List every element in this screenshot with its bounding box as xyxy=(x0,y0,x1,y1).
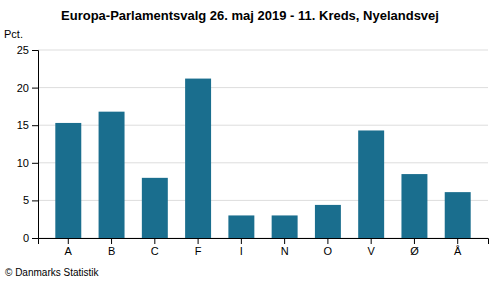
y-tick-label: 15 xyxy=(17,119,29,131)
y-tick: 0 xyxy=(23,232,38,244)
footer: © Danmarks Statistik xyxy=(5,267,100,278)
x-axis: ABCFINOVØÅ xyxy=(39,238,489,257)
x-tick-mark xyxy=(68,238,69,244)
bars xyxy=(55,79,470,238)
y-tick-mark xyxy=(32,238,38,239)
title: Europa-Parlamentsvalg 26. maj 2019 - 11.… xyxy=(61,8,439,23)
y-tick-mark xyxy=(32,200,38,201)
x-tick-mark xyxy=(414,238,415,244)
bar xyxy=(315,205,341,238)
bar xyxy=(55,123,81,238)
x-tick: A xyxy=(65,238,73,257)
x-tick-mark xyxy=(371,238,372,244)
x-tick: C xyxy=(151,238,159,257)
y-tick-label: 0 xyxy=(23,232,29,244)
x-tick-label: C xyxy=(151,245,159,257)
bar xyxy=(228,215,254,238)
bar xyxy=(358,130,384,238)
y-tick-label: 25 xyxy=(17,44,29,56)
y-tick-mark xyxy=(32,88,38,89)
y-tick-label: 5 xyxy=(23,194,29,206)
x-tick: F xyxy=(195,238,202,257)
x-tick: B xyxy=(108,238,115,257)
y-axis-line xyxy=(32,51,39,239)
y-axis: 0 5 10 15 20 25 xyxy=(17,44,39,244)
y-tick: 15 xyxy=(17,119,38,131)
bar xyxy=(272,215,298,238)
y-tick-mark xyxy=(32,163,38,164)
x-tick-label: F xyxy=(195,245,202,257)
x-tick: N xyxy=(281,238,289,257)
x-tick-mark xyxy=(284,238,285,244)
x-tick-mark xyxy=(457,238,458,244)
x-tick-label: B xyxy=(108,245,115,257)
grid-line xyxy=(38,87,488,88)
plot: 0 5 10 15 20 25 A B C F I N O V Ø Å Pct. xyxy=(4,28,489,257)
x-tick-mark xyxy=(154,238,155,244)
y-tick-label: 20 xyxy=(17,82,29,94)
grid xyxy=(38,50,488,238)
y-tick-mark xyxy=(32,50,38,51)
x-tick-label: Ø xyxy=(410,245,419,257)
x-tick: Ø xyxy=(410,238,419,257)
x-tick-mark xyxy=(198,238,199,244)
x-tick: V xyxy=(368,238,376,257)
x-tick: Å xyxy=(454,238,462,257)
bar xyxy=(99,112,125,238)
x-tick-label: I xyxy=(240,245,243,257)
y-tick: 20 xyxy=(17,82,38,94)
bar xyxy=(445,192,471,238)
chart-svg: Europa-Parlamentsvalg 26. maj 2019 - 11.… xyxy=(0,0,500,282)
bar xyxy=(401,174,427,238)
x-tick-mark xyxy=(327,238,328,244)
x-tick-label: Å xyxy=(454,245,462,257)
y-tick: 25 xyxy=(17,44,38,56)
y-tick-label: 10 xyxy=(17,157,29,169)
grid-line xyxy=(38,50,488,51)
y-tick-mark xyxy=(32,125,38,126)
y-tick: 5 xyxy=(23,194,38,206)
x-axis-line xyxy=(39,239,489,245)
bar xyxy=(185,79,211,238)
x-tick-label: O xyxy=(324,245,333,257)
x-tick-mark xyxy=(241,238,242,244)
x-tick-mark xyxy=(111,238,112,244)
bar xyxy=(142,178,168,238)
x-tick: O xyxy=(324,238,333,257)
x-tick-label: A xyxy=(65,245,73,257)
x-tick-label: N xyxy=(281,245,289,257)
chart-container: Europa-Parlamentsvalg 26. maj 2019 - 11.… xyxy=(0,0,500,282)
y-tick: 10 xyxy=(17,157,38,169)
x-tick: I xyxy=(240,238,243,257)
x-tick-label: V xyxy=(368,245,376,257)
y-axis-label: Pct. xyxy=(4,28,23,40)
